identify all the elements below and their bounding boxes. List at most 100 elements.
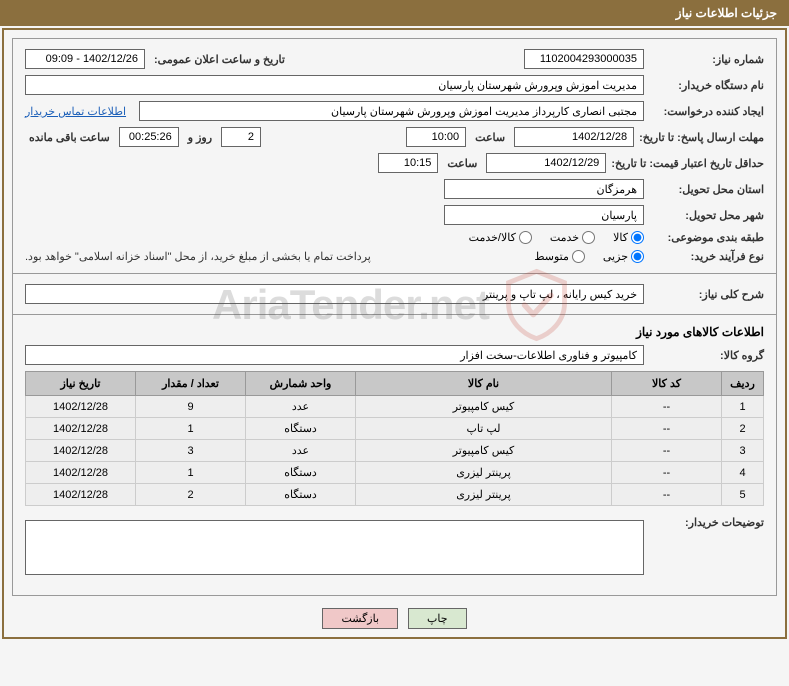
row-deadline: مهلت ارسال پاسخ: تا تاریخ: 1402/12/28 سا… (25, 127, 764, 147)
cell-name: پرینتر لیزری (356, 462, 612, 484)
th-qty: تعداد / مقدار (136, 372, 246, 396)
button-row: چاپ بازگشت (12, 608, 777, 629)
cell-name: کیس کامپیوتر (356, 396, 612, 418)
cell-idx: 3 (722, 440, 764, 462)
goods-info-title: اطلاعات کالاهای مورد نیاز (25, 325, 764, 339)
buyer-org-label: نام دستگاه خریدار: (649, 79, 764, 92)
cell-qty: 1 (136, 462, 246, 484)
page-title: جزئیات اطلاعات نیاز (676, 6, 777, 20)
goods-group-field: کامپیوتر و فناوری اطلاعات-سخت افزار (25, 345, 644, 365)
table-row: 2--لپ تاپدستگاه11402/12/28 (26, 418, 764, 440)
requester-label: ایجاد کننده درخواست: (649, 105, 764, 118)
row-category: طبقه بندی موضوعی: کالا خدمت کالا/خدمت (25, 231, 764, 244)
goods-group-label: گروه کالا: (649, 349, 764, 362)
remaining-label: ساعت باقی مانده (25, 131, 114, 144)
city-label: شهر محل تحویل: (649, 209, 764, 222)
cell-qty: 9 (136, 396, 246, 418)
radio-medium-input[interactable] (572, 250, 585, 263)
row-buyer-org: نام دستگاه خریدار: مدیریت اموزش وپرورش ش… (25, 75, 764, 95)
row-validity: حداقل تاریخ اعتبار قیمت: تا تاریخ: 1402/… (25, 153, 764, 173)
announce-field: 1402/12/26 - 09:09 (25, 49, 145, 69)
time-label-1: ساعت (471, 131, 509, 144)
cell-date: 1402/12/28 (26, 440, 136, 462)
cell-unit: عدد (246, 396, 356, 418)
buyer-notes-box (25, 520, 644, 575)
page-header: جزئیات اطلاعات نیاز (0, 0, 789, 26)
cell-idx: 2 (722, 418, 764, 440)
announce-label: تاریخ و ساعت اعلان عمومی: (150, 53, 289, 66)
cell-date: 1402/12/28 (26, 484, 136, 506)
validity-label: حداقل تاریخ اعتبار قیمت: تا تاریخ: (611, 157, 764, 170)
row-city: شهر محل تحویل: پارسیان (25, 205, 764, 225)
cell-unit: دستگاه (246, 484, 356, 506)
cell-unit: دستگاه (246, 462, 356, 484)
buyer-notes-label: توضیحات خریدار: (649, 516, 764, 529)
th-date: تاریخ نیاز (26, 372, 136, 396)
cell-name: پرینتر لیزری (356, 484, 612, 506)
time-label-2: ساعت (443, 157, 481, 170)
province-label: استان محل تحویل: (649, 183, 764, 196)
radio-partial[interactable]: جزیی (603, 250, 644, 263)
cell-idx: 1 (722, 396, 764, 418)
radio-goods-input[interactable] (631, 231, 644, 244)
cell-date: 1402/12/28 (26, 396, 136, 418)
radio-medium[interactable]: متوسط (534, 250, 585, 263)
purchase-type-label: نوع فرآیند خرید: (649, 250, 764, 263)
back-button[interactable]: بازگشت (322, 608, 398, 629)
cell-code: -- (612, 484, 722, 506)
th-idx: ردیف (722, 372, 764, 396)
cell-code: -- (612, 462, 722, 484)
table-row: 1--کیس کامپیوترعدد91402/12/28 (26, 396, 764, 418)
cell-code: -- (612, 396, 722, 418)
deadline-time-field: 10:00 (406, 127, 466, 147)
requester-field: مجتبی انصاری کارپرداز مدیریت اموزش وپرور… (139, 101, 644, 121)
buyer-org-field: مدیریت اموزش وپرورش شهرستان پارسیان (25, 75, 644, 95)
row-province: استان محل تحویل: هرمزگان (25, 179, 764, 199)
city-field: پارسیان (444, 205, 644, 225)
divider-2 (13, 314, 776, 315)
row-summary: شرح کلی نیاز: خرید کیس رایانه ، لپ تاپ و… (25, 284, 764, 304)
cell-idx: 5 (722, 484, 764, 506)
category-radio-group: کالا خدمت کالا/خدمت (469, 231, 644, 244)
deadline-date-field: 1402/12/28 (514, 127, 634, 147)
radio-both-input[interactable] (519, 231, 532, 244)
row-requester: ایجاد کننده درخواست: مجتبی انصاری کارپرد… (25, 101, 764, 121)
cell-unit: دستگاه (246, 418, 356, 440)
row-buyer-notes: توضیحات خریدار: (25, 516, 764, 579)
cell-qty: 3 (136, 440, 246, 462)
cell-qty: 2 (136, 484, 246, 506)
validity-time-field: 10:15 (378, 153, 438, 173)
divider-1 (13, 273, 776, 274)
cell-date: 1402/12/28 (26, 418, 136, 440)
days-remaining-field: 2 (221, 127, 261, 147)
th-code: کد کالا (612, 372, 722, 396)
details-panel: شماره نیاز: 1102004293000035 تاریخ و ساع… (12, 38, 777, 596)
th-name: نام کالا (356, 372, 612, 396)
deadline-label: مهلت ارسال پاسخ: تا تاریخ: (639, 131, 764, 144)
radio-service[interactable]: خدمت (550, 231, 595, 244)
days-and-label: روز و (184, 131, 216, 144)
need-no-field: 1102004293000035 (524, 49, 644, 69)
row-goods-group: گروه کالا: کامپیوتر و فناوری اطلاعات-سخت… (25, 345, 764, 365)
cell-idx: 4 (722, 462, 764, 484)
radio-both[interactable]: کالا/خدمت (469, 231, 532, 244)
countdown-field: 00:25:26 (119, 127, 179, 147)
radio-goods[interactable]: کالا (613, 231, 644, 244)
cell-unit: عدد (246, 440, 356, 462)
print-button[interactable]: چاپ (408, 608, 467, 629)
cell-qty: 1 (136, 418, 246, 440)
payment-note: پرداخت تمام یا بخشی از مبلغ خرید، از محل… (25, 250, 371, 263)
buyer-contact-link[interactable]: اطلاعات تماس خریدار (25, 105, 126, 118)
table-body: 1--کیس کامپیوترعدد91402/12/282--لپ تاپدس… (26, 396, 764, 506)
table-header-row: ردیف کد کالا نام کالا واحد شمارش تعداد /… (26, 372, 764, 396)
cell-date: 1402/12/28 (26, 462, 136, 484)
cell-code: -- (612, 418, 722, 440)
goods-table: ردیف کد کالا نام کالا واحد شمارش تعداد /… (25, 371, 764, 506)
row-need-no: شماره نیاز: 1102004293000035 تاریخ و ساع… (25, 49, 764, 69)
cell-name: لپ تاپ (356, 418, 612, 440)
radio-partial-input[interactable] (631, 250, 644, 263)
purchase-type-radio-group: جزیی متوسط (534, 250, 644, 263)
summary-field: خرید کیس رایانه ، لپ تاپ و پرینتر (25, 284, 644, 304)
cell-name: کیس کامپیوتر (356, 440, 612, 462)
radio-service-input[interactable] (582, 231, 595, 244)
